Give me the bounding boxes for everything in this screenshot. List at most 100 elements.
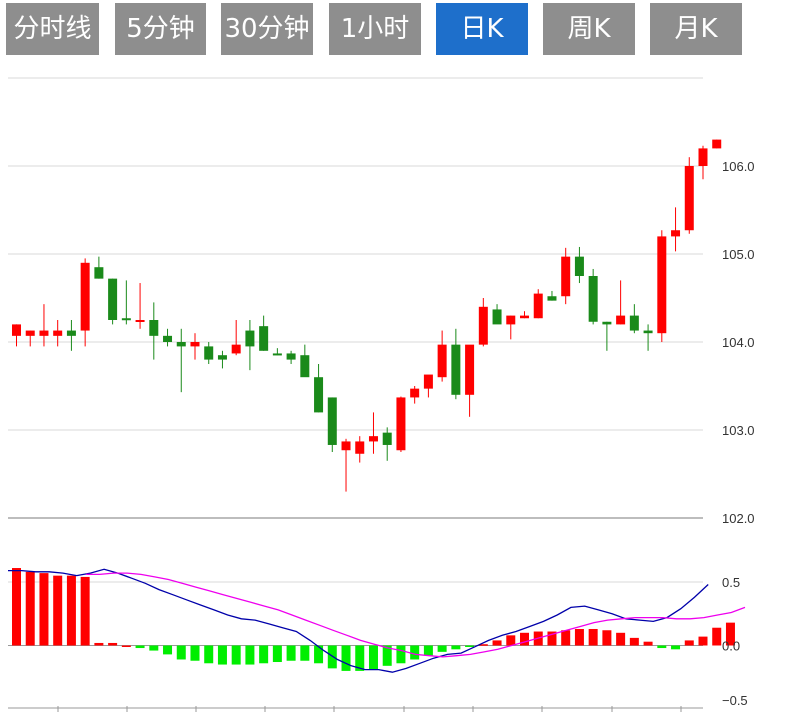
candle	[327, 397, 337, 452]
candle-body	[451, 344, 461, 395]
macd-bar	[506, 635, 516, 646]
candle-body	[80, 262, 90, 331]
candle	[80, 258, 90, 347]
macd-bar	[368, 645, 378, 670]
macd-bar	[245, 645, 255, 665]
macd-bar	[217, 645, 227, 665]
macd-bar	[204, 645, 214, 664]
candle	[163, 328, 173, 347]
tab-5min[interactable]: 5分钟	[115, 3, 206, 55]
macd-bar	[437, 645, 447, 652]
candle-body	[547, 296, 557, 301]
tab-timeshare[interactable]: 分时线	[6, 3, 99, 55]
candle	[368, 412, 378, 454]
candle-body	[368, 436, 378, 442]
candle	[506, 315, 516, 340]
candle-body	[492, 309, 502, 325]
candle-body	[245, 330, 255, 347]
macd-axis-labels: 0.5 0.0 −0.5	[722, 575, 748, 708]
candle	[396, 396, 406, 452]
macd-bar	[629, 637, 639, 646]
tab-daily-k[interactable]: 日K	[436, 3, 528, 55]
candle	[520, 311, 530, 319]
macd-bar	[657, 645, 667, 649]
macd-bar	[643, 641, 653, 646]
candle	[25, 330, 35, 347]
candle	[217, 350, 227, 369]
tab-monthly-k[interactable]: 月K	[650, 3, 742, 55]
candle-body	[121, 318, 131, 321]
candle-body	[423, 374, 433, 389]
price-tick-label: 106.0	[722, 159, 755, 174]
tab-1hour[interactable]: 1小时	[329, 3, 421, 55]
macd-tick-label: 0.0	[722, 639, 740, 654]
candle-body	[410, 388, 420, 398]
macd-bar	[300, 645, 310, 661]
candle	[108, 278, 118, 325]
candle	[272, 348, 282, 356]
candle-body	[108, 278, 118, 320]
macd-bar	[314, 645, 324, 664]
candle-body	[272, 353, 282, 356]
candle-body	[190, 342, 200, 347]
candle	[671, 207, 681, 252]
candle	[149, 302, 159, 360]
candle	[53, 320, 63, 347]
candle-body	[259, 326, 269, 351]
candle	[341, 438, 351, 492]
candle-body	[355, 441, 365, 454]
candle-body	[574, 256, 584, 276]
macd-bar	[259, 645, 269, 664]
macd-bar	[574, 628, 584, 646]
candle	[574, 246, 584, 284]
candle-body	[204, 346, 214, 360]
macd-tick-label: 0.5	[722, 575, 740, 590]
macd-bar	[149, 645, 159, 651]
candle-body	[12, 324, 21, 336]
candle-body	[657, 236, 667, 334]
candle	[547, 290, 557, 301]
macd-bar	[286, 645, 296, 661]
candle-body	[176, 342, 186, 347]
macd-bar	[382, 645, 392, 666]
tab-30min[interactable]: 30分钟	[221, 3, 313, 55]
macd-bar	[725, 622, 735, 646]
macd-bar	[94, 642, 104, 646]
candle	[602, 321, 612, 351]
macd-bar	[341, 645, 351, 671]
candle-body	[520, 315, 530, 319]
candle-body	[39, 330, 49, 336]
candle-body	[25, 330, 35, 336]
candle-body	[533, 293, 543, 319]
macd-bar	[176, 645, 186, 660]
grid-lines	[8, 77, 703, 519]
candle-body	[314, 377, 324, 413]
macd-bar	[602, 630, 612, 646]
candle	[451, 328, 461, 400]
tab-weekly-k[interactable]: 周K	[543, 3, 635, 55]
candle	[437, 330, 447, 382]
macd-bar	[588, 628, 598, 646]
macd-bar	[451, 645, 461, 650]
candle	[231, 320, 241, 356]
macd-bar	[684, 640, 694, 646]
candle	[684, 157, 694, 234]
candle	[94, 256, 104, 279]
candle-body	[561, 256, 571, 297]
price-tick-label: 105.0	[722, 247, 755, 262]
macd-bar	[272, 645, 282, 663]
macd-bar	[25, 571, 35, 646]
macd-bar	[478, 644, 488, 646]
macd-bar	[231, 645, 241, 665]
macd-bar	[190, 645, 200, 661]
candle	[204, 342, 214, 364]
candle	[259, 315, 269, 351]
macd-bar	[135, 645, 145, 649]
candle	[176, 328, 186, 393]
price-tick-label: 103.0	[722, 423, 755, 438]
candle-body	[231, 344, 241, 354]
candlestick-series	[12, 139, 722, 492]
candle-body	[217, 355, 227, 360]
macd-bar	[396, 645, 406, 664]
